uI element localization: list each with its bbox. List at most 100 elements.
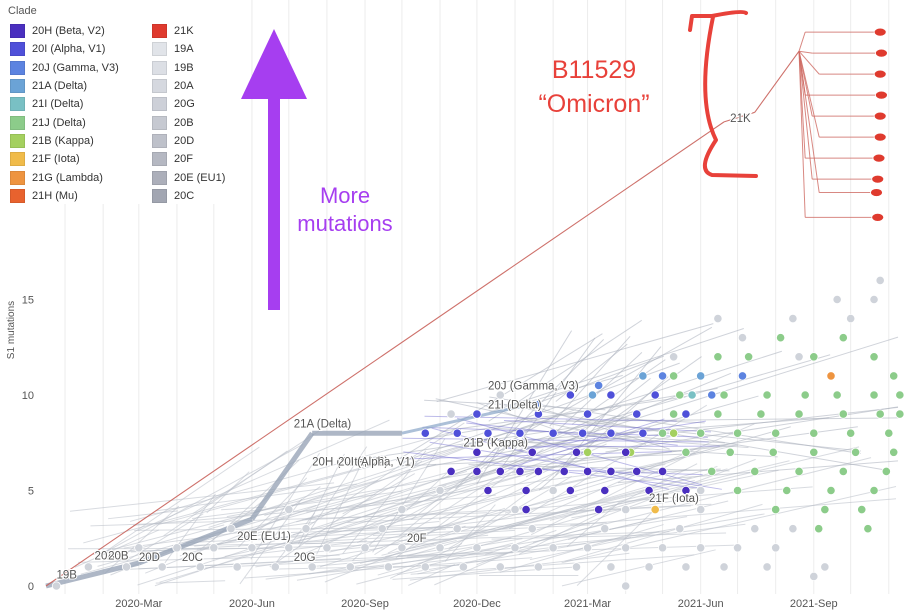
data-point bbox=[226, 524, 236, 534]
tree-branch bbox=[347, 537, 512, 566]
data-point bbox=[696, 371, 706, 381]
data-point bbox=[483, 428, 493, 438]
data-point bbox=[565, 485, 575, 496]
data-point bbox=[284, 543, 294, 553]
tree-branch bbox=[397, 544, 741, 557]
legend-item-20f[interactable]: 20F bbox=[152, 150, 225, 168]
tree-branch bbox=[305, 531, 670, 545]
legend-label: 21J (Delta) bbox=[32, 116, 86, 129]
legend-label: 20H (Beta, V2) bbox=[32, 25, 105, 38]
data-point bbox=[809, 447, 819, 457]
tree-branch bbox=[498, 403, 887, 471]
data-point bbox=[869, 390, 879, 400]
data-point bbox=[307, 562, 317, 572]
tree-branch bbox=[422, 420, 550, 458]
data-point bbox=[644, 485, 654, 496]
legend-item-21f-iota[interactable]: 21F (Iota) bbox=[10, 150, 119, 168]
legend-item-19a[interactable]: 19A bbox=[152, 40, 225, 58]
clade-label: 20H (Beta, V2) bbox=[312, 457, 388, 469]
tree-branch bbox=[438, 443, 607, 520]
tree-branch bbox=[247, 438, 489, 533]
tree-branch bbox=[546, 457, 872, 540]
legend-item-20d[interactable]: 20D bbox=[152, 132, 225, 150]
tree-branch bbox=[476, 458, 756, 566]
legend-item-20j-gamma-v3[interactable]: 20J (Gamma, V3) bbox=[10, 59, 119, 77]
legend-swatch bbox=[152, 42, 167, 57]
data-point bbox=[832, 390, 842, 400]
data-point bbox=[515, 428, 525, 438]
tree-branch bbox=[342, 473, 416, 515]
data-point bbox=[750, 524, 760, 534]
data-point bbox=[495, 466, 505, 476]
data-point bbox=[377, 524, 387, 534]
data-point bbox=[345, 562, 355, 572]
data-point bbox=[360, 543, 370, 553]
tree-branch bbox=[564, 503, 763, 562]
data-point bbox=[826, 485, 836, 496]
data-point bbox=[732, 485, 743, 496]
legend-item-20g[interactable]: 20G bbox=[152, 95, 225, 113]
data-point bbox=[521, 485, 531, 496]
legend-item-21j-delta[interactable]: 21J (Delta) bbox=[10, 113, 119, 131]
data-point bbox=[884, 428, 894, 438]
tree-branch bbox=[723, 111, 755, 123]
data-point bbox=[527, 524, 537, 534]
legend-item-21h-mu[interactable]: 21H (Mu) bbox=[10, 187, 119, 205]
data-point bbox=[657, 428, 668, 438]
legend-label: 20B bbox=[174, 116, 194, 129]
legend-item-20a[interactable]: 20A bbox=[152, 77, 225, 95]
legend-item-21b-kappa[interactable]: 21B (Kappa) bbox=[10, 132, 119, 150]
tree-branch bbox=[326, 426, 651, 533]
data-point bbox=[621, 543, 631, 553]
data-point bbox=[881, 466, 891, 476]
legend-item-21i-delta[interactable]: 21I (Delta) bbox=[10, 95, 119, 113]
legend-label: 20F bbox=[174, 153, 193, 166]
data-point bbox=[771, 428, 781, 438]
data-point bbox=[744, 352, 754, 362]
legend-item-20h-beta-v2[interactable]: 20H (Beta, V2) bbox=[10, 22, 119, 40]
legend-item-20e-eu1[interactable]: 20E (EU1) bbox=[152, 168, 225, 186]
legend-item-20c[interactable]: 20C bbox=[152, 187, 225, 205]
tree-branch bbox=[396, 513, 765, 576]
data-point bbox=[606, 428, 616, 438]
data-point bbox=[510, 543, 520, 553]
tree-branch bbox=[156, 457, 403, 526]
data-point bbox=[719, 390, 729, 400]
data-point bbox=[846, 313, 856, 324]
data-point bbox=[157, 562, 167, 572]
data-point bbox=[435, 485, 445, 496]
data-point bbox=[838, 333, 848, 343]
legend-item-21k[interactable]: 21K bbox=[152, 22, 225, 40]
data-point bbox=[270, 562, 280, 572]
clade-label: 20A bbox=[95, 550, 116, 562]
data-point bbox=[533, 399, 543, 410]
data-point bbox=[737, 333, 748, 343]
legend-item-20b[interactable]: 20B bbox=[152, 113, 225, 131]
tree-branch bbox=[90, 512, 488, 527]
data-point bbox=[446, 466, 456, 476]
tree-branch bbox=[226, 470, 483, 518]
legend-item-21a-delta[interactable]: 21A (Delta) bbox=[10, 77, 119, 95]
data-point bbox=[638, 428, 648, 438]
data-point bbox=[875, 48, 888, 58]
legend-item-20i-alpha-v1[interactable]: 20I (Alpha, V1) bbox=[10, 40, 119, 58]
legend-item-19b[interactable]: 19B bbox=[152, 59, 225, 77]
data-point bbox=[521, 504, 531, 515]
tree-branch bbox=[798, 50, 813, 54]
data-point bbox=[121, 562, 132, 572]
x-tick-label: 2020-Mar bbox=[115, 598, 162, 610]
data-point bbox=[472, 409, 482, 419]
data-point bbox=[771, 543, 781, 553]
clade-label: 20E (EU1) bbox=[237, 531, 291, 543]
data-point bbox=[621, 581, 631, 591]
data-point bbox=[875, 90, 888, 100]
legend-item-21g-lambda[interactable]: 21G (Lambda) bbox=[10, 168, 119, 186]
data-point bbox=[870, 188, 883, 197]
data-point bbox=[209, 543, 219, 553]
tree-branch bbox=[185, 528, 446, 544]
tree-branch bbox=[591, 350, 782, 413]
data-point bbox=[863, 524, 873, 534]
data-point bbox=[788, 313, 798, 324]
tree-branch bbox=[392, 566, 578, 580]
